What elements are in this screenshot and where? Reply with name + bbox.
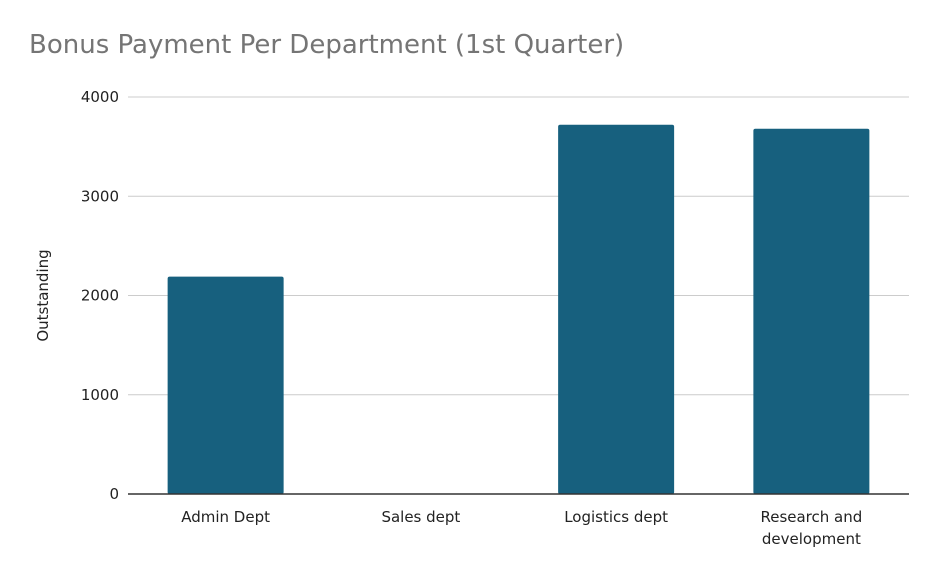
x-tick-labels: Admin Dept Sales dept Logistics dept Resear…	[181, 508, 862, 548]
y-tick-label: 0	[109, 485, 119, 503]
y-tick-label: 1000	[81, 386, 119, 404]
y-axis-title: Outstanding	[34, 249, 52, 341]
chart-title: Bonus Payment Per Department (1st Quarte…	[29, 30, 625, 60]
x-tick-label: Sales dept	[381, 508, 460, 526]
bars	[167, 124, 870, 494]
y-tick-labels: 0 1000 2000 3000 4000	[81, 88, 119, 503]
x-tick-label: Admin Dept	[181, 508, 270, 526]
bar-research-and-development	[753, 128, 870, 494]
y-tick-label: 3000	[81, 187, 119, 205]
bar-logistics-dept	[558, 124, 675, 494]
x-tick-label: Logistics dept	[564, 508, 668, 526]
y-tick-label: 4000	[81, 88, 119, 106]
bar-admin-dept	[167, 276, 284, 494]
x-tick-label: Research and development	[760, 508, 862, 548]
y-tick-label: 2000	[81, 287, 119, 305]
